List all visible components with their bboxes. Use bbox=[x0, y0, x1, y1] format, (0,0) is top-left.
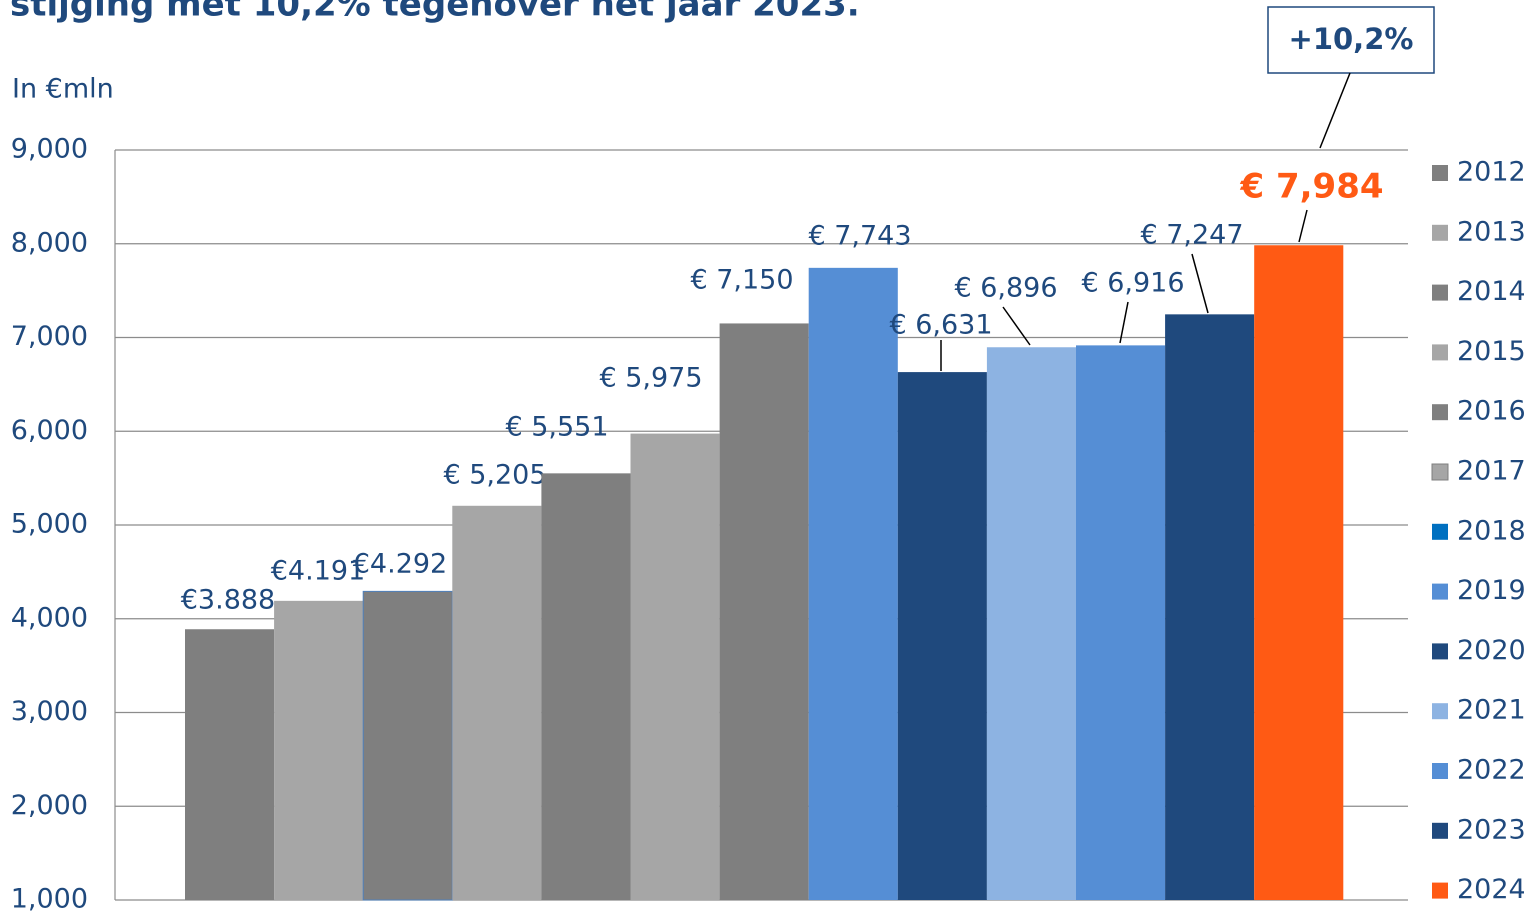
legend-label: 2013 bbox=[1457, 216, 1524, 247]
bar bbox=[808, 267, 898, 900]
leader-line bbox=[1298, 209, 1308, 243]
y-tick-label: 3,000 bbox=[11, 696, 88, 727]
bar bbox=[630, 433, 720, 900]
legend-swatch bbox=[1432, 224, 1448, 241]
bar bbox=[1076, 345, 1166, 900]
data-label: € 7,984 bbox=[1239, 167, 1383, 207]
data-label: € 5,551 bbox=[505, 412, 608, 443]
chart-title: stijging met 10,2% tegenover het jaar 20… bbox=[10, 0, 860, 25]
legend-label: 2023 bbox=[1457, 814, 1524, 845]
bar bbox=[1165, 314, 1255, 900]
y-tick-label: 4,000 bbox=[11, 602, 88, 633]
legend-label: 2022 bbox=[1457, 755, 1524, 786]
bar bbox=[897, 372, 987, 900]
bar bbox=[1254, 245, 1344, 900]
legend-label: 2012 bbox=[1457, 157, 1524, 188]
y-axis-label: In €mln bbox=[12, 74, 114, 105]
legend-swatch bbox=[1432, 703, 1448, 720]
data-label: €4.292 bbox=[353, 549, 447, 580]
leader-line bbox=[1191, 253, 1209, 314]
legend-label: 2017 bbox=[1457, 456, 1524, 487]
data-label: € 5,205 bbox=[443, 460, 546, 491]
data-label: € 7,150 bbox=[690, 265, 793, 296]
y-tick-label: 2,000 bbox=[11, 790, 88, 821]
legend-swatch bbox=[1432, 822, 1448, 839]
legend-swatch bbox=[1432, 404, 1448, 421]
bar bbox=[362, 590, 453, 901]
data-label: €4.191 bbox=[271, 556, 365, 587]
data-label: € 6,896 bbox=[954, 273, 1057, 304]
legend-swatch bbox=[1432, 763, 1448, 779]
bar bbox=[185, 629, 275, 900]
data-label: € 7,743 bbox=[808, 221, 911, 252]
bar bbox=[452, 505, 542, 900]
legend-swatch bbox=[1432, 643, 1448, 660]
legend-swatch bbox=[1432, 344, 1448, 361]
y-tick-label: 5,000 bbox=[11, 509, 88, 540]
annotation-box bbox=[1267, 6, 1435, 74]
legend-label: 2020 bbox=[1457, 635, 1524, 666]
legend-swatch bbox=[1432, 165, 1448, 181]
bar bbox=[719, 323, 809, 900]
legend-label: 2014 bbox=[1457, 276, 1524, 307]
data-label: € 5,975 bbox=[599, 363, 702, 394]
legend-swatch bbox=[1432, 882, 1448, 899]
bar bbox=[274, 600, 364, 900]
leader-line bbox=[1002, 306, 1031, 346]
legend-label: 2016 bbox=[1457, 396, 1524, 427]
data-label: € 7,247 bbox=[1140, 220, 1243, 251]
legend-label: 2015 bbox=[1457, 336, 1524, 367]
y-tick-label: 7,000 bbox=[11, 321, 88, 352]
legend-label: 2018 bbox=[1457, 515, 1524, 546]
leader-line bbox=[1119, 301, 1129, 344]
data-label: €3.888 bbox=[181, 585, 275, 616]
y-tick-label: 6,000 bbox=[11, 415, 88, 446]
annotation-line bbox=[1319, 72, 1351, 149]
bar bbox=[541, 473, 631, 900]
legend-swatch bbox=[1432, 523, 1448, 540]
y-tick-label: 8,000 bbox=[11, 227, 88, 258]
data-label: € 6,631 bbox=[889, 310, 992, 341]
legend-label: 2021 bbox=[1457, 695, 1524, 726]
legend-label: 2024 bbox=[1457, 874, 1524, 905]
annotation: +10,2% bbox=[1289, 22, 1414, 56]
legend-swatch bbox=[1432, 284, 1448, 301]
y-tick-label: 1,000 bbox=[11, 884, 88, 912]
data-label: € 6,916 bbox=[1081, 268, 1184, 299]
legend-label: 2019 bbox=[1457, 575, 1524, 606]
legend-swatch bbox=[1431, 463, 1449, 481]
bar bbox=[986, 347, 1076, 900]
legend-swatch bbox=[1432, 583, 1448, 600]
y-tick-label: 9,000 bbox=[11, 134, 88, 165]
